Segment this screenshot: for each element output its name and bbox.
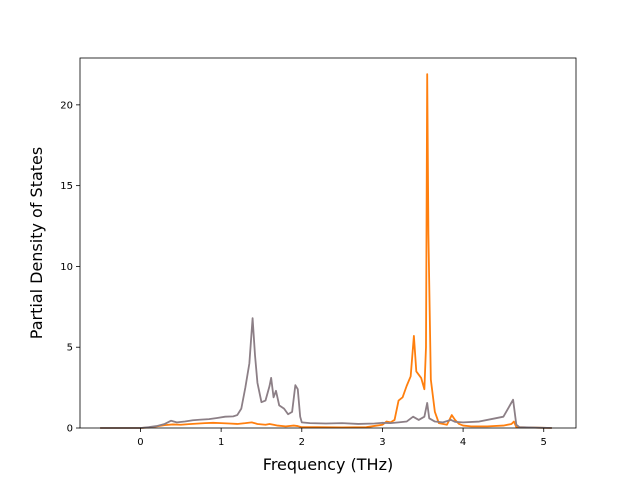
x-tick-label: 5: [541, 437, 547, 448]
series-line-2: [100, 317, 552, 429]
x-tick-label: 4: [460, 437, 466, 448]
y-axis-ticks: 0 5 10 15 20: [60, 100, 80, 435]
series-layer: [100, 73, 552, 429]
y-tick-label: 5: [67, 343, 73, 354]
x-axis-ticks: 0 1 2 3 4 5: [137, 428, 547, 448]
y-tick-label: 0: [67, 424, 73, 435]
y-tick-label: 10: [60, 262, 73, 273]
x-tick-label: 1: [218, 437, 224, 448]
x-tick-label: 2: [299, 437, 305, 448]
y-axis-label: Partial Density of States: [27, 147, 46, 339]
y-tick-label: 15: [60, 181, 73, 192]
plot-frame: [79, 57, 577, 429]
x-tick-label: 0: [137, 437, 143, 448]
x-axis-label: Frequency (THz): [263, 455, 393, 474]
x-tick-label: 3: [379, 437, 385, 448]
y-tick-label: 20: [60, 100, 73, 111]
